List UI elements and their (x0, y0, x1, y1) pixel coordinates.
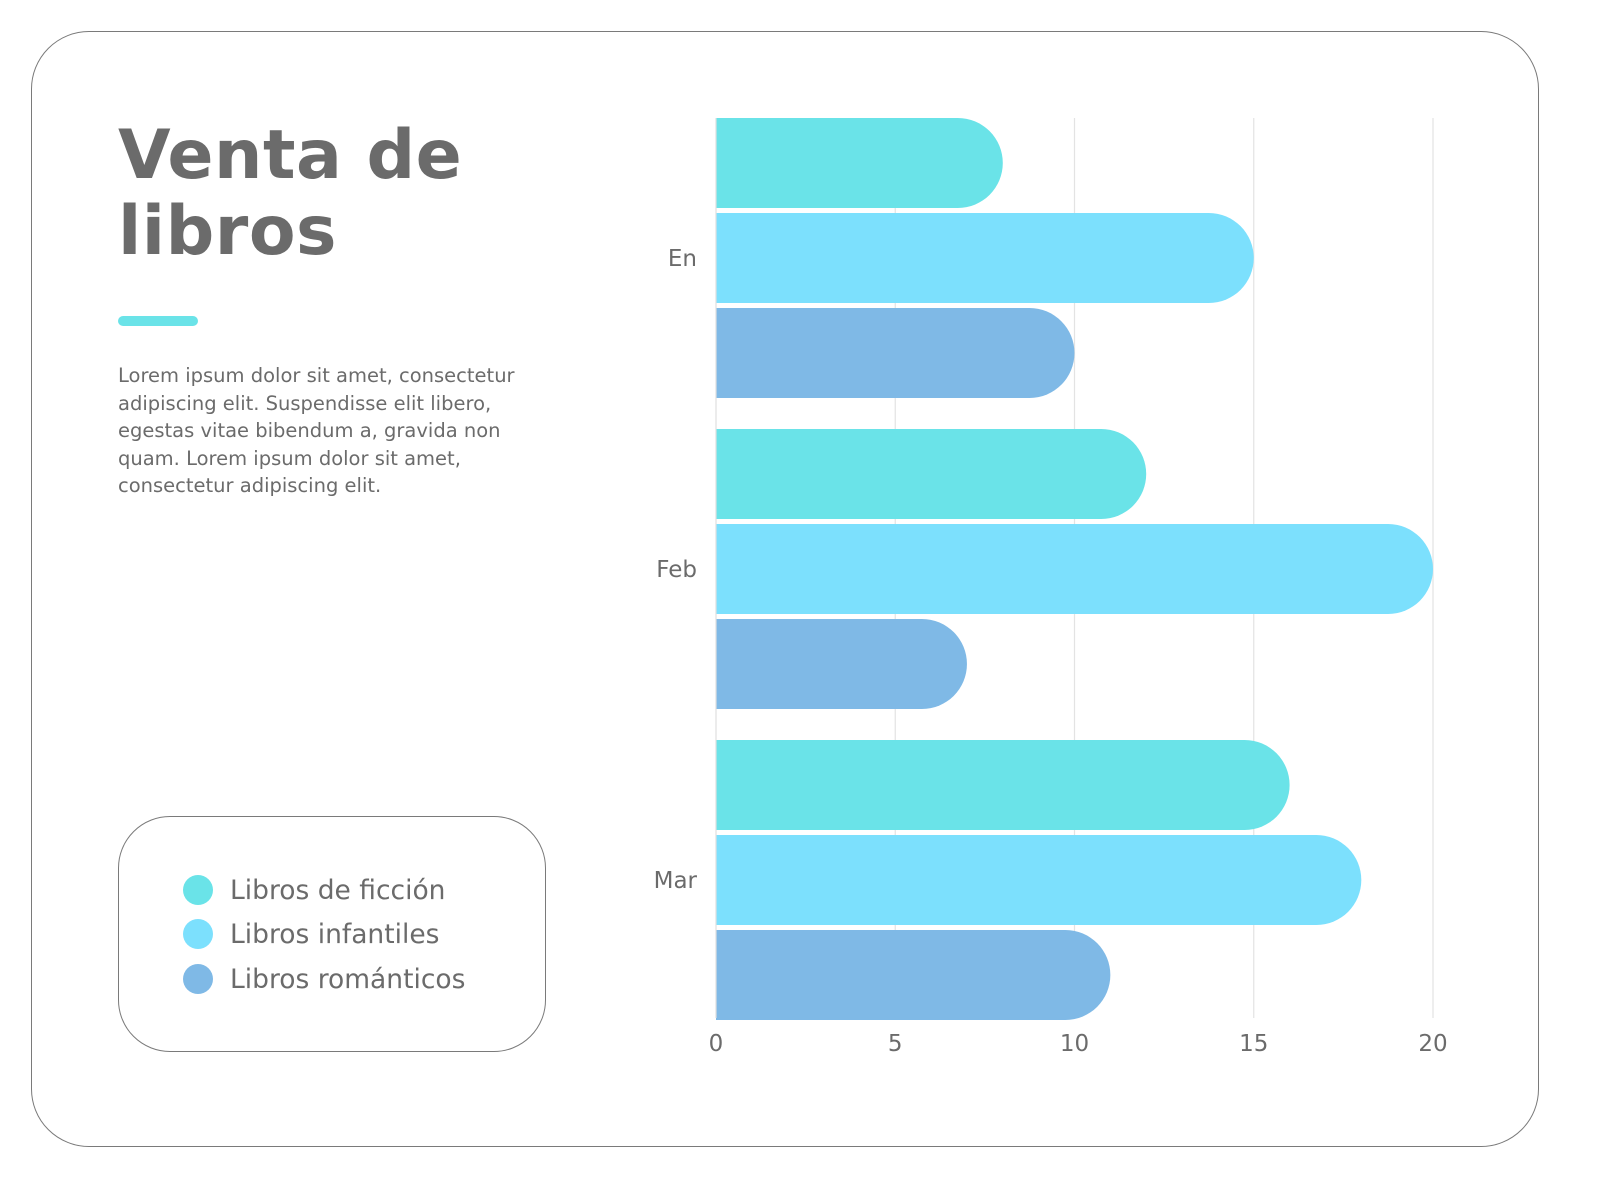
bar-en-series-2 (716, 308, 1075, 398)
title-line-2: libros (118, 192, 338, 271)
legend-swatch-romanticos (183, 964, 213, 994)
description-text: Lorem ipsum dolor sit amet, consectetur … (118, 364, 515, 498)
legend-item-infantiles: Libros infantiles (183, 918, 439, 950)
bar-feb-series-0 (716, 429, 1147, 519)
legend-item-ficcion: Libros de ficción (183, 874, 445, 906)
bar-mar-series-0 (716, 740, 1290, 830)
category-label-en: En (668, 246, 697, 272)
x-tick-label-15: 15 (1239, 1031, 1268, 1057)
title-line-1: Venta de (118, 116, 463, 195)
x-tick-label-0: 0 (709, 1031, 724, 1057)
x-tick-label-20: 20 (1418, 1031, 1447, 1057)
legend-label-ficcion: Libros de ficción (230, 874, 446, 906)
legend-item-romanticos: Libros románticos (183, 963, 465, 995)
chart-legend: Libros de ficción Libros infantiles Libr… (118, 816, 546, 1052)
bar-en-series-1 (716, 213, 1254, 303)
bar-feb-series-1 (716, 524, 1433, 614)
legend-swatch-ficcion (183, 875, 213, 905)
page-title: Venta de libros (118, 118, 462, 270)
bar-mar-series-2 (716, 930, 1111, 1020)
bar-feb-series-2 (716, 619, 967, 709)
bar-en-series-0 (716, 118, 1003, 208)
x-tick-label-10: 10 (1060, 1031, 1089, 1057)
legend-label-infantiles: Libros infantiles (230, 918, 440, 950)
title-accent-bar (118, 316, 198, 326)
legend-label-romanticos: Libros románticos (230, 963, 466, 995)
category-label-mar: Mar (654, 868, 698, 894)
category-label-feb: Feb (656, 557, 697, 583)
legend-swatch-infantiles (183, 919, 213, 949)
x-tick-label-5: 5 (888, 1031, 903, 1057)
bar-mar-series-1 (716, 835, 1362, 925)
